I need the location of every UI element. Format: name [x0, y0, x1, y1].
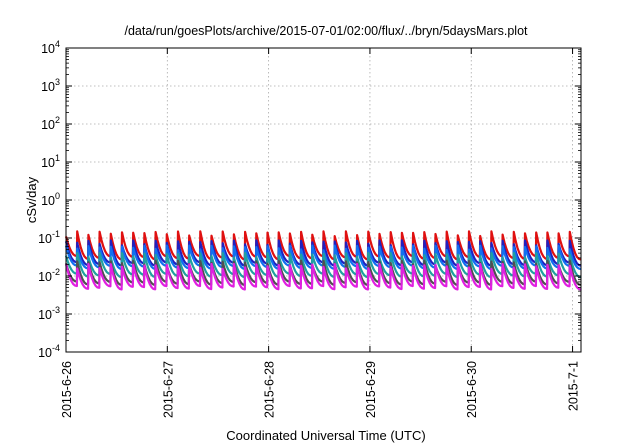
x-axis-label: Coordinated Universal Time (UTC): [226, 428, 425, 443]
y-tick-label: 10-1: [38, 229, 60, 246]
series-group: [64, 230, 582, 291]
x-tick-label: 2015-6-27: [161, 361, 175, 418]
y-axis-label: cSv/day: [24, 176, 39, 223]
y-tick-label: 10-4: [38, 343, 60, 360]
plot-frame: [65, 47, 582, 353]
x-tick-label: 2015-6-26: [60, 361, 74, 418]
y-tick-label: 101: [41, 153, 60, 170]
x-tick-labels: 2015-6-26 2015-6-27 2015-6-28 2015-6-29 2015…: [60, 361, 581, 418]
y-tick-label: 10-3: [38, 305, 60, 322]
y-tick-label: 100: [41, 191, 60, 208]
x-tick-label: 2015-6-29: [364, 361, 378, 418]
y-tick-label: 104: [41, 39, 60, 56]
axes: [65, 47, 582, 353]
x-tick-label: 2015-6-30: [465, 361, 479, 418]
y-tick-label: 102: [41, 115, 60, 132]
x-tick-label: 2015-7-1: [567, 361, 581, 411]
y-tick-label: 103: [41, 77, 60, 94]
y-tick-labels: 10-4 10-3 10-2 10-1 100 101 102 103 104: [38, 39, 60, 360]
series-line: [64, 262, 581, 291]
grid: [66, 48, 581, 352]
y-tick-label: 10-2: [38, 267, 60, 284]
chart-title: /data/run/goesPlots/archive/2015-07-01/0…: [124, 24, 528, 38]
x-tick-label: 2015-6-28: [263, 361, 277, 418]
